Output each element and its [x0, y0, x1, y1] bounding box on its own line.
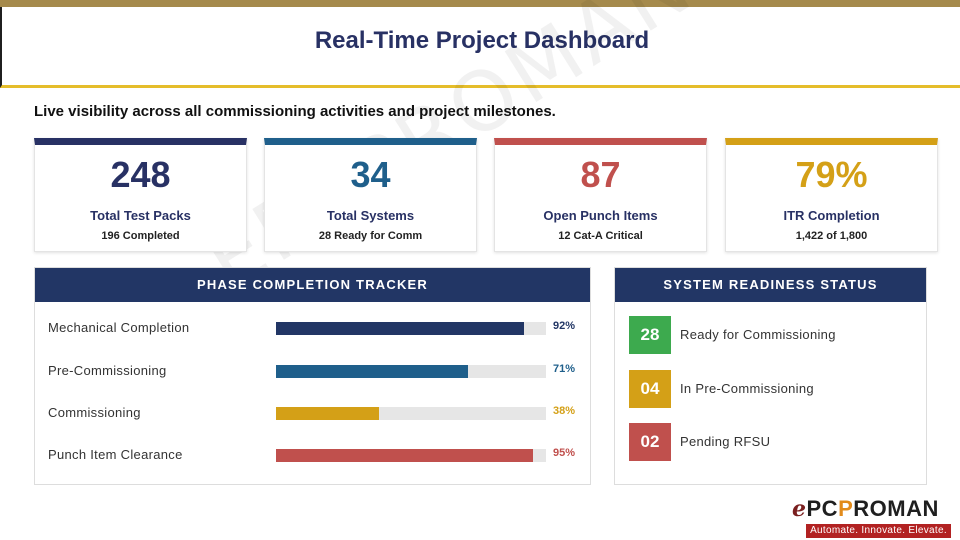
- brand-logo: ePCPROMAN Automate. Innovate. Elevate.: [792, 496, 952, 538]
- logo-tagline: Automate. Innovate. Elevate.: [806, 524, 951, 538]
- kpi-card-systems: 34 Total Systems 28 Ready for Comm: [264, 138, 477, 252]
- readiness-row: 02 Pending RFSU: [629, 423, 919, 461]
- phase-row: Punch Item Clearance 95%: [35, 445, 591, 465]
- progress-fill: [276, 407, 379, 420]
- kpi-label: Open Punch Items: [543, 208, 658, 223]
- kpi-sub: 12 Cat-A Critical: [558, 230, 643, 242]
- readiness-count-badge: 04: [629, 370, 671, 408]
- kpi-label: Total Systems: [326, 208, 415, 223]
- phase-label: Pre-Commissioning: [48, 363, 167, 378]
- phase-row: Pre-Commissioning 71%: [35, 361, 591, 381]
- kpi-card-punch-items: 87 Open Punch Items 12 Cat-A Critical: [494, 138, 707, 252]
- top-accent-bar: [0, 0, 960, 7]
- kpi-sub: 28 Ready for Comm: [318, 230, 423, 242]
- readiness-row: 04 In Pre-Commissioning: [629, 370, 919, 408]
- kpi-label: Total Test Packs: [90, 208, 191, 223]
- phase-completion-panel: PHASE COMPLETION TRACKER Mechanical Comp…: [34, 267, 591, 485]
- kpi-value: 248: [110, 154, 171, 195]
- readiness-label: In Pre-Commissioning: [680, 381, 814, 396]
- readiness-count-badge: 28: [629, 316, 671, 354]
- header: Real-Time Project Dashboard: [0, 7, 960, 88]
- phase-percent: 71%: [553, 363, 576, 375]
- phase-label: Punch Item Clearance: [48, 447, 183, 462]
- progress-track: [276, 407, 546, 420]
- progress-fill: [276, 449, 533, 462]
- progress-fill: [276, 322, 525, 335]
- phase-percent: 95%: [553, 447, 576, 459]
- progress-track: [276, 322, 546, 335]
- phase-percent: 92%: [553, 320, 576, 332]
- progress-track: [276, 449, 546, 462]
- phase-row: Commissioning 38%: [35, 403, 591, 423]
- phase-label: Commissioning: [48, 405, 141, 420]
- page-subtitle: Live visibility across all commissioning…: [34, 103, 556, 120]
- panel-title: SYSTEM READINESS STATUS: [615, 268, 926, 302]
- panel-title: PHASE COMPLETION TRACKER: [35, 268, 590, 302]
- phase-percent: 38%: [553, 405, 576, 417]
- readiness-row: 28 Ready for Commissioning: [629, 316, 919, 354]
- progress-fill: [276, 365, 468, 378]
- kpi-sub: 1,422 of 1,800: [795, 230, 868, 242]
- readiness-count-badge: 02: [629, 423, 671, 461]
- kpi-value: 87: [580, 154, 621, 195]
- kpi-value: 34: [350, 154, 391, 195]
- progress-track: [276, 365, 546, 378]
- kpi-sub: 196 Completed: [101, 230, 180, 242]
- readiness-label: Ready for Commissioning: [680, 327, 836, 342]
- phase-label: Mechanical Completion: [48, 320, 190, 335]
- phase-row: Mechanical Completion 92%: [35, 318, 591, 338]
- system-readiness-panel: SYSTEM READINESS STATUS 28 Ready for Com…: [614, 267, 927, 485]
- kpi-card-test-packs: 248 Total Test Packs 196 Completed: [34, 138, 247, 252]
- kpi-label: ITR Completion: [783, 208, 880, 223]
- logo-wordmark: ePCPROMAN: [792, 496, 939, 522]
- kpi-value: 79%: [795, 154, 868, 195]
- page-title: Real-Time Project Dashboard: [314, 27, 650, 54]
- kpi-card-itr-completion: 79% ITR Completion 1,422 of 1,800: [725, 138, 938, 252]
- readiness-label: Pending RFSU: [680, 434, 771, 449]
